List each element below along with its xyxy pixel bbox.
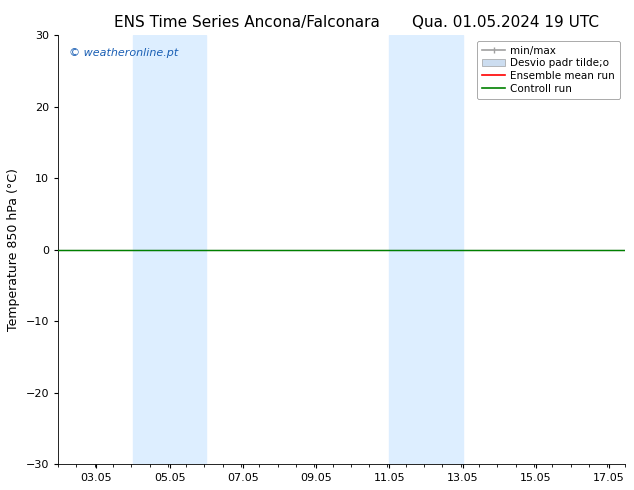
Text: Qua. 01.05.2024 19 UTC: Qua. 01.05.2024 19 UTC	[412, 15, 599, 30]
Legend: min/max, Desvio padr tilde;o, Ensemble mean run, Controll run: min/max, Desvio padr tilde;o, Ensemble m…	[477, 41, 620, 99]
Bar	[133, 35, 206, 464]
Text: © weatheronline.pt: © weatheronline.pt	[69, 49, 179, 58]
Y-axis label: Temperature 850 hPa (°C): Temperature 850 hPa (°C)	[7, 168, 20, 331]
Bar	[389, 35, 463, 464]
Text: ENS Time Series Ancona/Falconara: ENS Time Series Ancona/Falconara	[114, 15, 380, 30]
